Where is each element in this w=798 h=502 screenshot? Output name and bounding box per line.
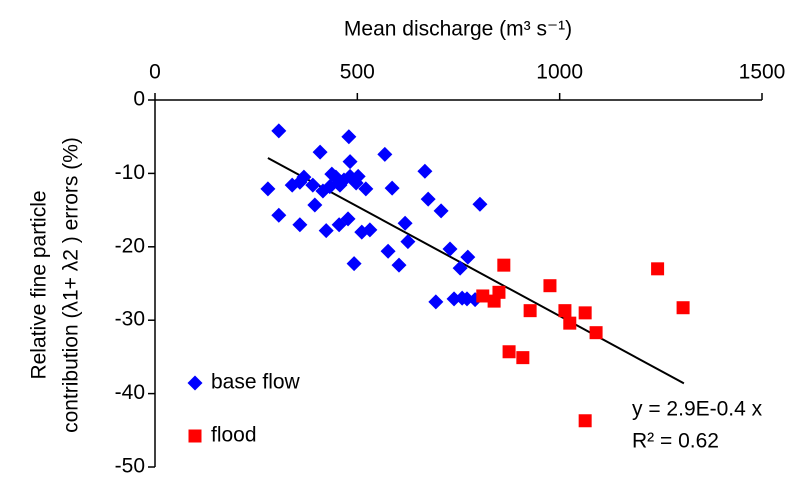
point bbox=[296, 169, 312, 185]
point bbox=[292, 217, 308, 233]
point bbox=[558, 304, 572, 318]
point bbox=[380, 243, 396, 259]
point bbox=[350, 168, 366, 184]
y-tick-label: -10 bbox=[115, 161, 145, 184]
y-tick-label: -40 bbox=[115, 381, 145, 404]
point bbox=[497, 258, 511, 272]
point bbox=[358, 181, 374, 197]
point bbox=[589, 326, 603, 340]
point bbox=[260, 181, 276, 197]
point bbox=[377, 146, 393, 162]
point bbox=[318, 223, 334, 239]
point bbox=[417, 163, 433, 179]
point bbox=[341, 129, 357, 145]
point bbox=[307, 197, 323, 213]
point bbox=[452, 260, 468, 276]
point bbox=[312, 144, 328, 160]
point bbox=[472, 196, 488, 212]
annotation: R² = 0.62 bbox=[632, 430, 719, 453]
legend-label: flood bbox=[211, 424, 257, 447]
point bbox=[578, 306, 592, 320]
point bbox=[400, 234, 416, 250]
x-tick-label: 1500 bbox=[739, 61, 786, 84]
point bbox=[271, 207, 287, 223]
x-tick-label: 500 bbox=[340, 61, 375, 84]
point bbox=[342, 154, 358, 170]
point bbox=[578, 414, 592, 428]
chart-title: Mean discharge (m³ s⁻¹) bbox=[344, 18, 572, 41]
point bbox=[476, 289, 490, 303]
legend-marker bbox=[188, 429, 202, 443]
x-tick-label: 1000 bbox=[536, 61, 583, 84]
x-tick-label: 0 bbox=[149, 61, 161, 84]
point bbox=[676, 301, 690, 315]
y-axis-label: Relative fine particle bbox=[28, 190, 51, 379]
point bbox=[391, 257, 407, 273]
point bbox=[523, 304, 537, 318]
y-tick-label: 0 bbox=[133, 88, 145, 111]
point bbox=[460, 249, 476, 265]
y-tick-label: -20 bbox=[115, 234, 145, 257]
y-tick-label: -30 bbox=[115, 308, 145, 331]
point bbox=[271, 123, 287, 139]
point bbox=[420, 191, 436, 207]
point bbox=[543, 279, 557, 293]
point bbox=[516, 351, 530, 365]
point bbox=[428, 294, 444, 310]
point bbox=[384, 180, 400, 196]
point bbox=[346, 256, 362, 272]
point bbox=[492, 285, 506, 299]
point bbox=[354, 224, 370, 240]
legend-marker bbox=[187, 375, 203, 391]
y-tick-label: -50 bbox=[115, 455, 145, 478]
point bbox=[433, 203, 449, 219]
trendline bbox=[267, 157, 685, 385]
annotation: y = 2.9E-0.4 x bbox=[632, 398, 763, 421]
point bbox=[502, 345, 516, 359]
point bbox=[397, 215, 413, 231]
point bbox=[563, 316, 577, 330]
y-axis-label: contribution (λ1+ λ2 ) errors (%) bbox=[60, 137, 83, 433]
point bbox=[442, 241, 458, 257]
point bbox=[305, 177, 321, 193]
legend-label: base flow bbox=[211, 371, 301, 394]
point bbox=[340, 211, 356, 227]
point bbox=[651, 262, 665, 276]
